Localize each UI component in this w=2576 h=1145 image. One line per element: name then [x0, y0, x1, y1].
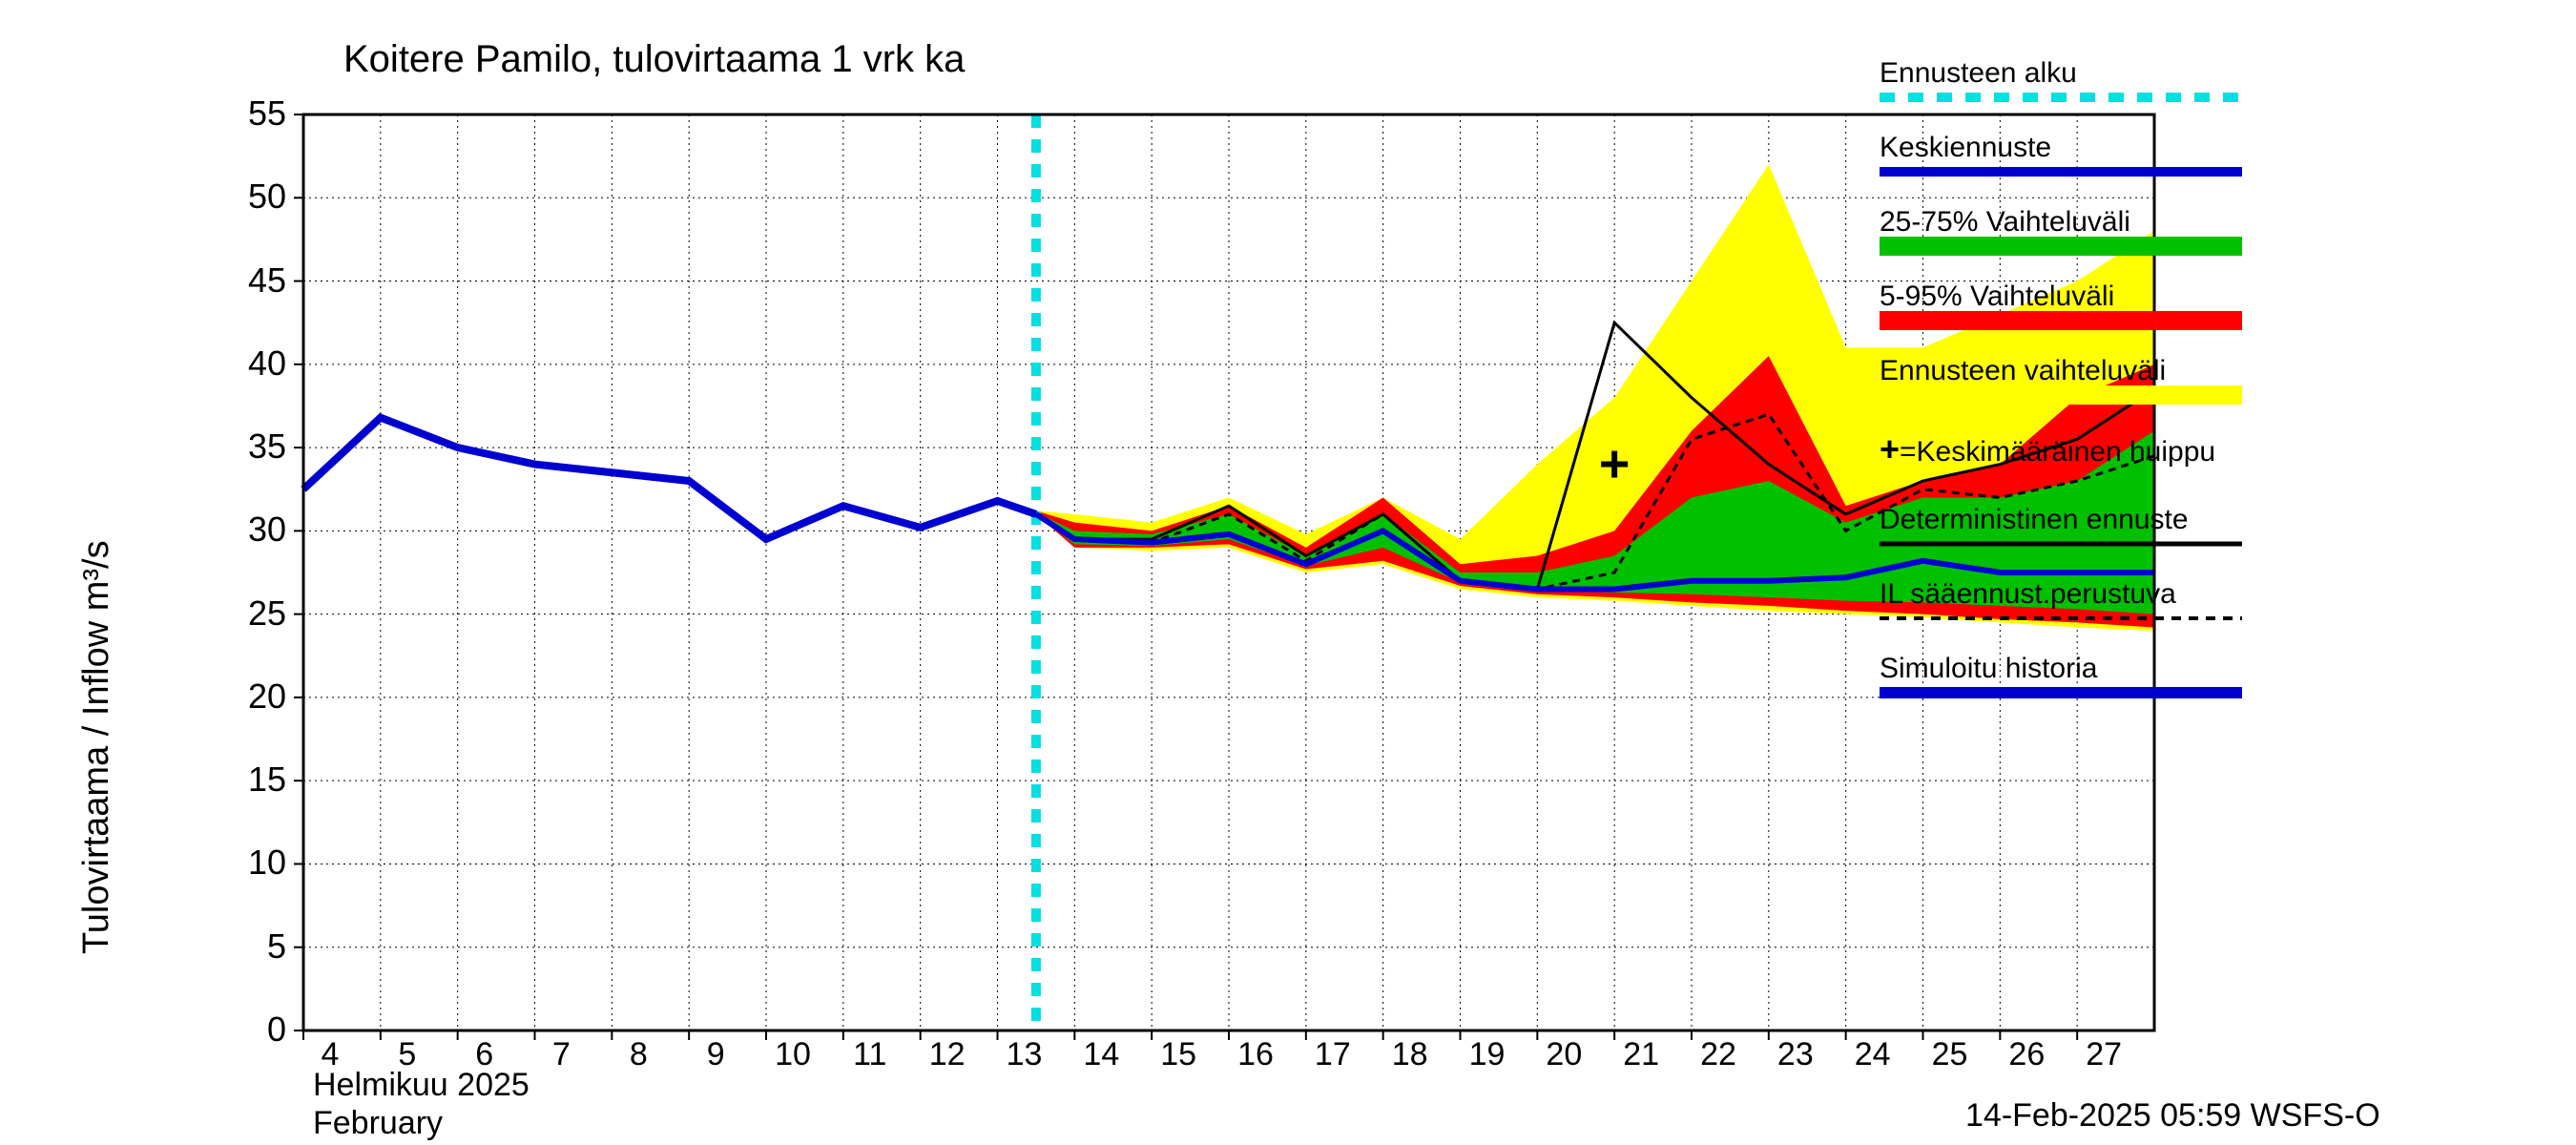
- x-tick: 15: [1150, 1036, 1207, 1073]
- y-tick: 25: [191, 593, 286, 634]
- x-tick: 19: [1459, 1036, 1516, 1073]
- legend-label: Keskiennuste: [1880, 132, 2051, 164]
- x-tick: 18: [1381, 1036, 1439, 1073]
- footer-timestamp: 14-Feb-2025 05:59 WSFS-O: [1965, 1097, 2380, 1135]
- y-tick: 5: [191, 926, 286, 967]
- legend-label: Ennusteen alku: [1880, 57, 2077, 90]
- x-tick: 7: [533, 1036, 591, 1073]
- x-tick: 14: [1072, 1036, 1130, 1073]
- x-tick: 17: [1304, 1036, 1361, 1073]
- y-tick: 50: [191, 177, 286, 217]
- x-tick: 23: [1767, 1036, 1824, 1073]
- x-tick: 12: [919, 1036, 976, 1073]
- y-tick: 20: [191, 677, 286, 717]
- legend-label: +=Keskimääräinen huippu: [1880, 429, 2215, 469]
- x-tick: 11: [841, 1036, 899, 1073]
- x-tick: 13: [996, 1036, 1053, 1073]
- legend-label: 25-75% Vaihteluväli: [1880, 206, 2130, 239]
- legend-label: Simuloitu historia: [1880, 653, 2097, 685]
- legend-label: Ennusteen vaihteluväli: [1880, 355, 2166, 387]
- x-tick: 26: [1998, 1036, 2055, 1073]
- x-tick: 27: [2075, 1036, 2132, 1073]
- x-tick: 21: [1612, 1036, 1670, 1073]
- x-tick: 10: [764, 1036, 821, 1073]
- y-tick: 35: [191, 427, 286, 467]
- y-tick: 0: [191, 1010, 286, 1050]
- chart-container: Koitere Pamilo, tulovirtaama 1 vrk ka Tu…: [0, 0, 2576, 1145]
- legend-label: 5-95% Vaihteluväli: [1880, 281, 2114, 313]
- legend-label: Deterministinen ennuste: [1880, 504, 2189, 536]
- x-tick: 24: [1844, 1036, 1901, 1073]
- x-tick: 9: [687, 1036, 744, 1073]
- x-axis-month-fi: Helmikuu 2025: [313, 1067, 530, 1104]
- y-tick: 45: [191, 260, 286, 301]
- plot-svg: [0, 0, 2576, 1145]
- x-tick: 22: [1690, 1036, 1747, 1073]
- x-tick: 8: [610, 1036, 667, 1073]
- y-tick: 30: [191, 510, 286, 550]
- x-tick: 25: [1922, 1036, 1979, 1073]
- x-tick: 16: [1227, 1036, 1284, 1073]
- y-tick: 55: [191, 94, 286, 134]
- y-tick: 10: [191, 843, 286, 883]
- legend-label: IL sääennust.perustuva: [1880, 578, 2176, 611]
- y-tick: 15: [191, 760, 286, 800]
- x-tick: 20: [1535, 1036, 1592, 1073]
- x-axis-month-en: February: [313, 1105, 443, 1142]
- y-tick: 40: [191, 344, 286, 384]
